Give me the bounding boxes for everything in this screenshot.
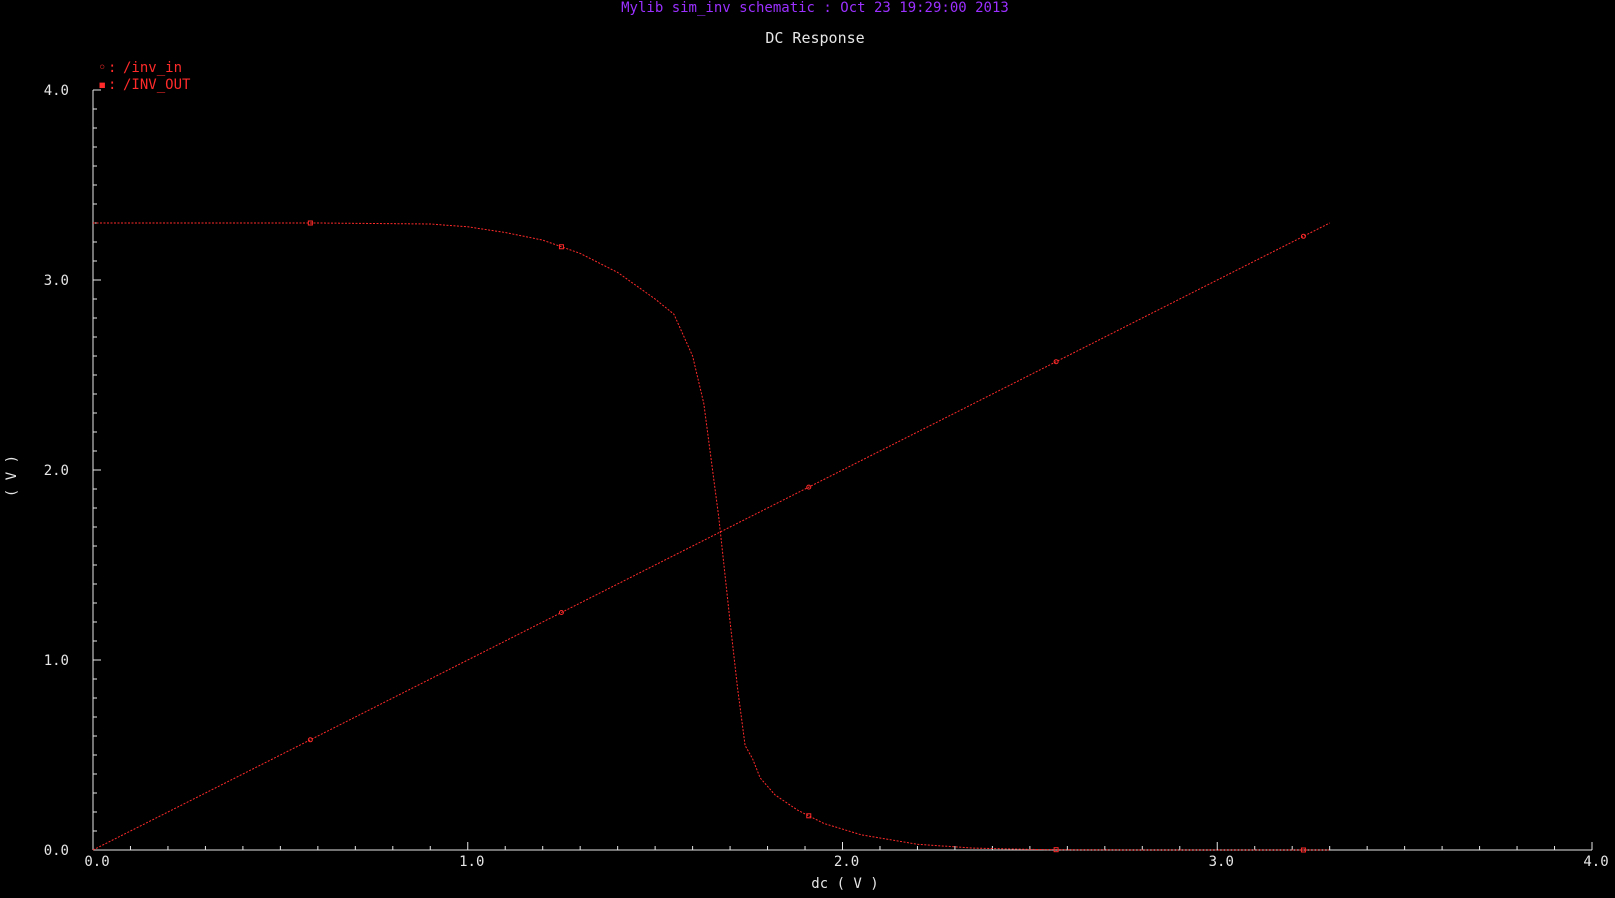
data-point-inv-in [1300, 233, 1306, 239]
legend-separator: : [108, 77, 116, 93]
x-axis-label: dc ( V ) [811, 876, 878, 892]
legend-entry-inv-out[interactable]: ▪ : /INV_OUT [98, 77, 191, 93]
legend-label-inv-out: /INV_OUT [123, 77, 191, 93]
data-point-inv-out [806, 813, 812, 819]
legend-marker-inv-out: ▪ [98, 77, 106, 93]
data-point-inv-in [307, 737, 313, 743]
legend[interactable]: ◦ : /inv_in ▪ : /INV_OUT [98, 60, 191, 93]
x-axis-ticks: 0.0 1.0 2.0 3.0 4.0 [84, 842, 1609, 870]
y-tick-label: 3.0 [44, 273, 69, 289]
series-line-inv-out [93, 222, 1330, 851]
x-tick-label: 0.0 [84, 854, 109, 870]
series-line-inv-in [92, 222, 1330, 851]
data-point-inv-out [1053, 847, 1059, 853]
y-tick-label: 0.0 [44, 843, 69, 859]
data-point-inv-in [806, 484, 812, 490]
x-tick-label: 4.0 [1583, 854, 1608, 870]
data-point-inv-in [1053, 359, 1059, 365]
legend-marker-inv-in: ◦ [98, 60, 106, 76]
y-tick-label: 2.0 [44, 463, 69, 479]
data-point-inv-out [307, 220, 313, 226]
chart-title: DC Response [765, 29, 864, 47]
series-layer [92, 220, 1330, 853]
legend-separator: : [108, 60, 116, 76]
y-axis-ticks: 0.0 1.0 2.0 3.0 4.0 [44, 83, 101, 859]
x-tick-label: 1.0 [459, 854, 484, 870]
legend-label-inv-in: /inv_in [123, 60, 182, 76]
x-tick-label: 2.0 [834, 854, 859, 870]
window-title: Mylib sim_inv schematic : Oct 23 19:29:0… [621, 0, 1009, 16]
data-point-inv-out [1300, 847, 1306, 853]
y-tick-label: 4.0 [44, 83, 69, 99]
x-tick-label: 3.0 [1209, 854, 1234, 870]
data-point-inv-in [558, 610, 564, 615]
y-tick-label: 1.0 [44, 653, 69, 669]
y-axis-label: ( V ) [4, 455, 20, 497]
legend-entry-inv-in[interactable]: ◦ : /inv_in [98, 60, 182, 76]
data-point-inv-out [558, 244, 564, 250]
